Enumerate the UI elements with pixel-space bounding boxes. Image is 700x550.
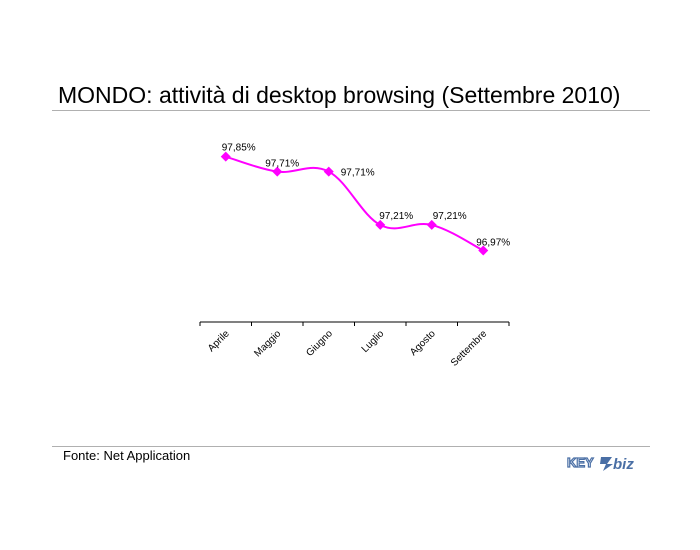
data-point-agosto — [426, 219, 437, 230]
logo-arrow-icon — [600, 457, 613, 471]
key4biz-logo-icon: KEY biz — [566, 454, 634, 473]
data-point-aprile — [220, 151, 231, 162]
data-label: 97,85% — [222, 143, 256, 154]
tick-label-maggio: Maggio — [252, 328, 283, 359]
data-label: 97,71% — [341, 168, 375, 179]
tick-label-giugno: Giugno — [304, 328, 335, 359]
data-point-maggio — [272, 166, 283, 177]
source-note: Fonte: Net Application — [63, 448, 191, 463]
data-label: 97,21% — [379, 211, 413, 222]
data-label: 97,21% — [433, 211, 467, 222]
data-label: 96,97% — [476, 238, 510, 249]
data-labels: 97,85% 97,71% 97,71% 97,21% 97,21% 96,97% — [222, 143, 511, 249]
tick-label-settembre: Settembre — [449, 328, 490, 369]
x-axis — [199, 321, 510, 326]
logo-text-key: KEY — [567, 455, 594, 470]
series-markers — [220, 151, 489, 256]
tick-labels: Aprile Maggio Giugno Luglio Agosto Settembre — [206, 328, 490, 369]
tick-label-luglio: Luglio — [360, 328, 387, 355]
tick-label-aprile: Aprile — [206, 328, 232, 354]
footer-divider — [52, 446, 650, 447]
data-label: 97,71% — [265, 159, 299, 170]
page-title: MONDO: attività di desktop browsing (Set… — [58, 82, 621, 108]
title-divider — [52, 110, 650, 111]
tick-label-agosto: Agosto — [408, 328, 438, 358]
data-point-luglio — [375, 219, 386, 230]
data-point-giugno — [323, 166, 334, 177]
data-point-settembre — [478, 245, 489, 256]
logo-text-biz: biz — [613, 456, 634, 473]
